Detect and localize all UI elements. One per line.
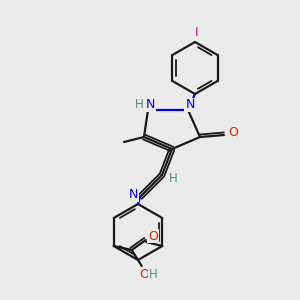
Text: N: N — [128, 188, 138, 202]
Text: H: H — [135, 98, 143, 110]
Text: O: O — [228, 127, 238, 140]
Text: N: N — [185, 98, 195, 112]
Text: H: H — [148, 268, 157, 281]
Text: I: I — [195, 26, 199, 40]
Text: O: O — [148, 230, 158, 242]
Text: H: H — [169, 172, 177, 184]
Text: N: N — [145, 98, 155, 112]
Text: O: O — [139, 268, 149, 281]
